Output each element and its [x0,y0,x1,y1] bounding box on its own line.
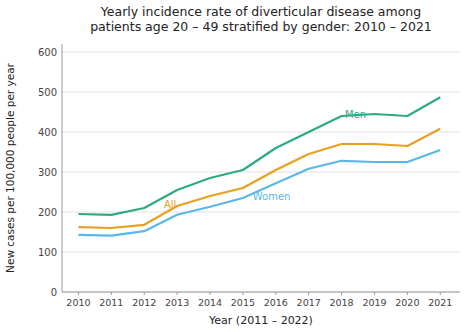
grid-line [62,132,460,133]
inline-label: All [164,199,176,210]
y-tick-label: 300 [38,167,57,178]
x-tick-label: 2020 [395,297,419,308]
x-tick-label: 2014 [198,297,222,308]
grid-line [62,52,460,53]
series-line [78,129,440,228]
plot-area [78,97,440,235]
x-tick-label: 2016 [264,297,288,308]
grid-line [62,172,460,173]
x-axis-label: Year (2011 – 2022) [208,314,313,327]
x-tick-label: 2012 [132,297,156,308]
x-tick-label: 2010 [66,297,90,308]
grid-line [62,252,460,253]
title-line: patients age 20 – 49 stratified by gende… [90,19,432,34]
inline-label: Women [253,191,291,202]
chart: Yearly incidence rate of diverticular di… [0,0,474,332]
background [0,0,474,332]
title: Yearly incidence rate of diverticular di… [90,4,432,34]
y-tick-label: 200 [38,207,57,218]
y-tick-label: 600 [38,47,57,58]
series-line [78,150,440,236]
x-axis-line [62,292,460,293]
x-tick-label: 2018 [329,297,353,308]
x-tick-label: 2017 [297,297,321,308]
y-axis-label: New cases per 100,000 people per year [4,62,16,273]
y-axis-line [62,44,63,292]
x-tick-label: 2019 [362,297,386,308]
y-tick-label: 100 [38,247,57,258]
grid-line [62,92,460,93]
series-line [78,97,440,215]
inline-label: Men [345,109,366,120]
x-tick-label: 2021 [428,297,452,308]
x-tick-label: 2011 [99,297,123,308]
x-tick-label: 2013 [165,297,189,308]
title-line: Yearly incidence rate of diverticular di… [100,4,421,19]
x-tick-label: 2015 [231,297,255,308]
grid-line [62,292,460,293]
y-tick-label: 400 [38,127,57,138]
y-tick-label: 500 [38,87,57,98]
y-tick-label: 0 [51,287,57,298]
